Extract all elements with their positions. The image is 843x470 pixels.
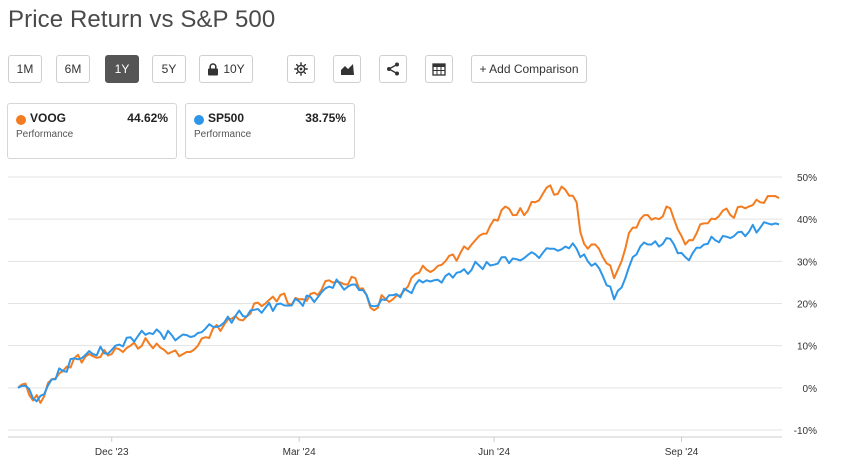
y-tick-label: 30% <box>797 257 817 268</box>
legend-sub: Performance <box>194 129 252 140</box>
y-tick-label: 10% <box>797 342 817 353</box>
y-tick-label: 20% <box>797 300 817 311</box>
chart-type-button[interactable] <box>333 55 361 83</box>
series-line-voog <box>17 184 780 404</box>
legend-value: 44.62% <box>127 111 168 125</box>
y-tick-label: 40% <box>797 215 817 226</box>
y-tick-label: -10% <box>794 426 817 437</box>
range-1m-button[interactable]: 1M <box>8 55 42 83</box>
y-tick-label: 50% <box>797 173 817 184</box>
legend-value: 38.75% <box>305 111 346 125</box>
y-tick-label: 0% <box>803 384 818 395</box>
sp500-color-dot <box>194 115 204 125</box>
range-10y-label: 10Y <box>223 62 245 76</box>
range-1y-button[interactable]: 1Y <box>105 55 139 83</box>
legend-name: SP500 <box>208 111 245 125</box>
legend-name: VOOG <box>30 111 67 125</box>
x-tick-label: Sep '24 <box>665 447 699 458</box>
series-line-sp500 <box>17 221 780 403</box>
x-tick-label: Dec '23 <box>95 447 129 458</box>
add-comparison-button[interactable]: + Add Comparison <box>471 55 587 83</box>
area-chart-icon <box>340 63 354 75</box>
range-10y-button[interactable]: 10Y <box>199 55 253 83</box>
legend-card-voog[interactable]: VOOG 44.62% Performance <box>7 103 177 159</box>
gear-icon <box>294 62 308 76</box>
range-5y-button[interactable]: 5Y <box>152 55 186 83</box>
settings-button[interactable] <box>287 55 315 83</box>
legend-card-sp500[interactable]: SP500 38.75% Performance <box>185 103 355 159</box>
range-6m-button[interactable]: 6M <box>56 55 90 83</box>
table-view-button[interactable] <box>425 55 453 83</box>
share-icon <box>387 62 399 76</box>
x-tick-label: Mar '24 <box>283 447 316 458</box>
x-tick-label: Jun '24 <box>478 447 510 458</box>
share-button[interactable] <box>379 55 407 83</box>
table-icon <box>432 62 446 76</box>
lock-icon <box>208 62 219 75</box>
voog-color-dot <box>16 115 26 125</box>
legend-sub: Performance <box>16 129 74 140</box>
page-title: Price Return vs S&P 500 <box>8 6 276 33</box>
